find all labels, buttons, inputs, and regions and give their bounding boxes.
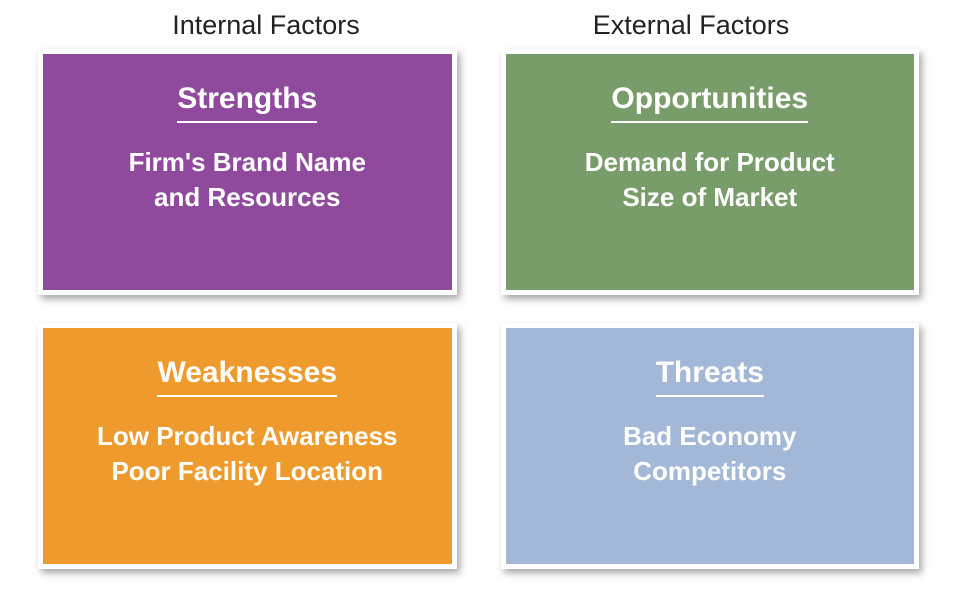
column-headers: Internal Factors External Factors — [38, 10, 919, 41]
card-strengths: Strengths Firm's Brand Name and Resource… — [38, 49, 457, 295]
card-strengths-title: Strengths — [177, 82, 317, 123]
card-threats: Threats Bad Economy Competitors — [501, 323, 920, 569]
card-opportunities-body: Demand for Product Size of Market — [585, 145, 835, 215]
card-threats-body: Bad Economy Competitors — [623, 419, 796, 489]
header-external: External Factors — [481, 10, 901, 41]
card-weaknesses: Weaknesses Low Product Awareness Poor Fa… — [38, 323, 457, 569]
card-opportunities: Opportunities Demand for Product Size of… — [501, 49, 920, 295]
swot-grid: Strengths Firm's Brand Name and Resource… — [38, 49, 919, 569]
card-weaknesses-title: Weaknesses — [157, 356, 337, 397]
swot-diagram: Internal Factors External Factors Streng… — [0, 0, 957, 602]
card-threats-title: Threats — [656, 356, 764, 397]
card-strengths-body: Firm's Brand Name and Resources — [129, 145, 366, 215]
card-opportunities-title: Opportunities — [611, 82, 808, 123]
header-internal: Internal Factors — [56, 10, 476, 41]
card-weaknesses-body: Low Product Awareness Poor Facility Loca… — [97, 419, 398, 489]
